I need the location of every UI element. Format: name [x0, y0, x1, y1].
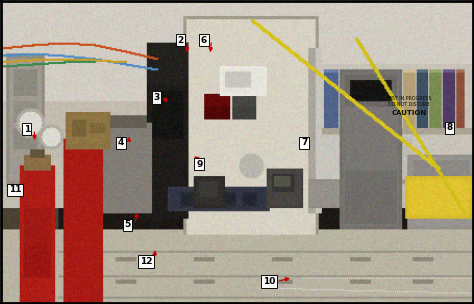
Text: 2: 2: [177, 36, 183, 44]
Text: 6: 6: [201, 36, 207, 44]
Text: 11: 11: [9, 185, 21, 194]
Text: 10: 10: [263, 277, 275, 286]
Text: 9: 9: [196, 160, 202, 169]
Text: 1: 1: [24, 125, 30, 134]
Text: 12: 12: [140, 257, 153, 266]
Text: 3: 3: [154, 93, 160, 102]
Text: 5: 5: [124, 220, 130, 229]
Text: CAUTION: CAUTION: [392, 110, 427, 116]
Text: 4: 4: [118, 138, 124, 147]
Text: 7: 7: [301, 138, 307, 147]
Text: 8: 8: [447, 123, 453, 132]
Text: TEST IN PROGRESS
DO NOT DISTURB: TEST IN PROGRESS DO NOT DISTURB: [386, 96, 432, 107]
